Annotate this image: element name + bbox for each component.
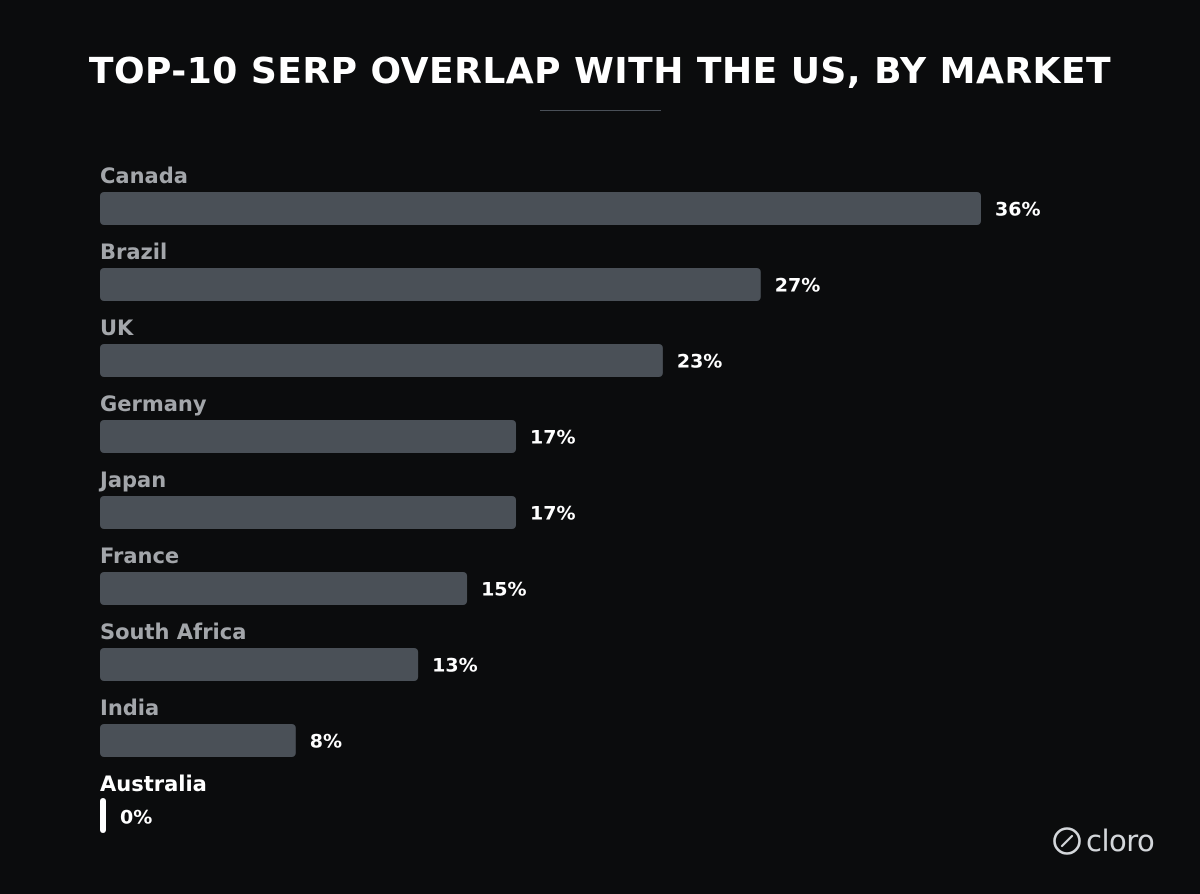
category-label-brazil: Brazil xyxy=(100,240,167,264)
bar-japan xyxy=(100,496,517,529)
category-label-japan: Japan xyxy=(98,468,166,492)
bar-australia xyxy=(100,798,106,833)
category-label-canada: Canada xyxy=(100,164,188,188)
category-label-uk: UK xyxy=(100,316,134,340)
bar-south-africa xyxy=(100,648,419,681)
bar-france xyxy=(100,572,468,605)
value-label-australia: 0% xyxy=(120,807,152,829)
bar-germany xyxy=(100,420,517,453)
value-label-france: 15% xyxy=(481,579,526,601)
brand-logo: cloro xyxy=(1052,824,1155,858)
category-label-france: France xyxy=(100,544,179,568)
value-label-brazil: 27% xyxy=(775,275,820,297)
bar-brazil xyxy=(100,268,761,301)
category-label-germany: Germany xyxy=(100,392,207,416)
slashed-circle-icon xyxy=(1053,827,1081,855)
category-label-india: India xyxy=(100,696,159,720)
brand-name: cloro xyxy=(1086,824,1155,858)
bar-uk xyxy=(100,344,663,377)
category-label-south-africa: South Africa xyxy=(100,620,246,644)
value-label-japan: 17% xyxy=(530,503,575,525)
value-label-germany: 17% xyxy=(530,427,575,449)
value-label-uk: 23% xyxy=(677,351,722,373)
value-label-canada: 36% xyxy=(995,199,1040,221)
category-label-australia: Australia xyxy=(100,772,207,796)
title-divider xyxy=(540,110,661,111)
value-label-south-africa: 13% xyxy=(432,655,477,677)
chart-title: TOP-10 SERP OVERLAP WITH THE US, BY MARK… xyxy=(88,51,1112,92)
value-label-india: 8% xyxy=(310,731,342,753)
bar-india xyxy=(100,724,296,757)
bar-canada xyxy=(100,192,981,225)
